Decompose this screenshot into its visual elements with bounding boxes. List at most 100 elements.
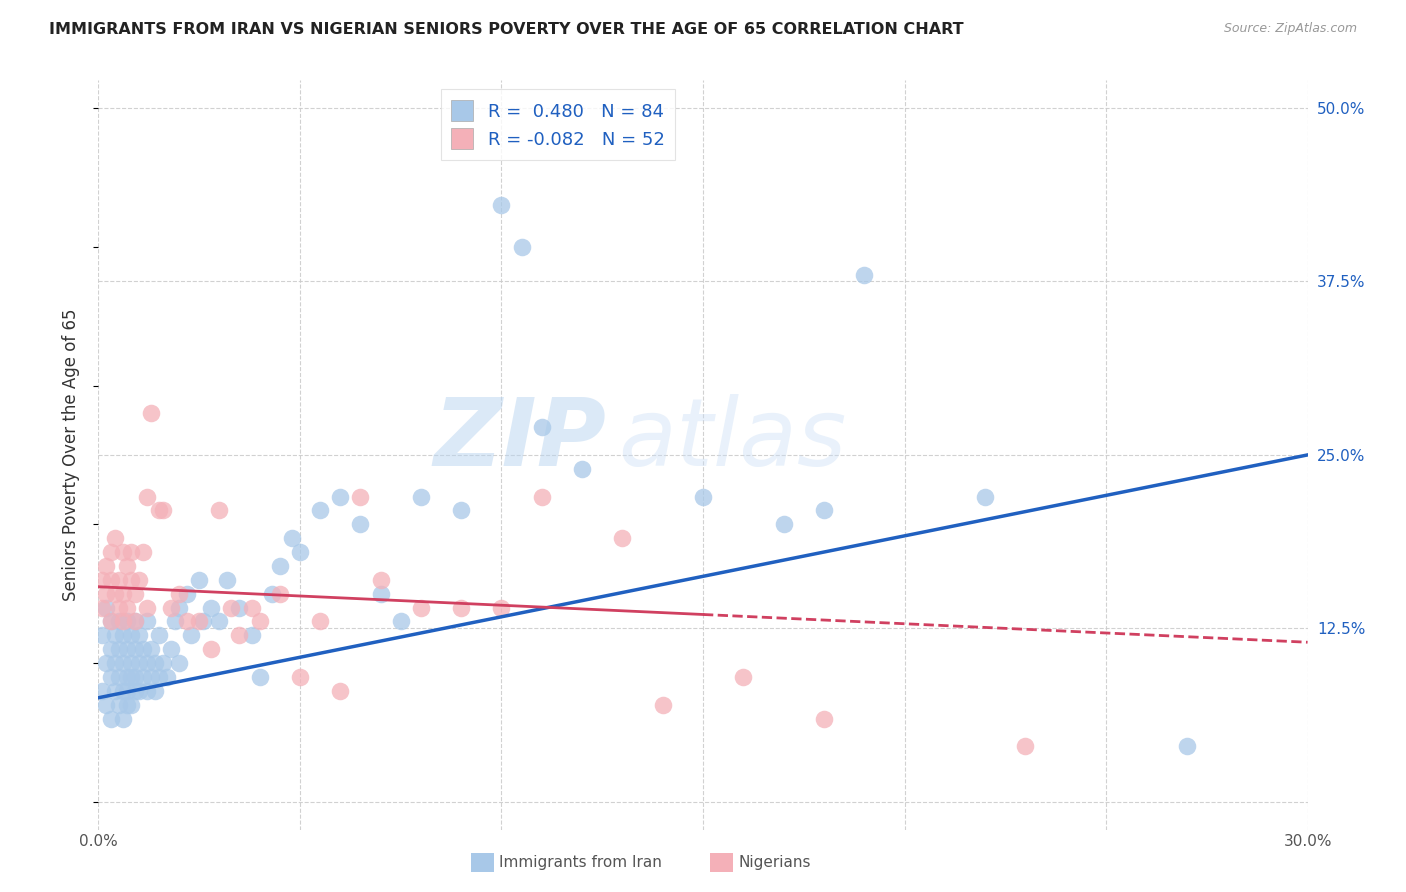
Point bbox=[148, 628, 170, 642]
Point bbox=[107, 670, 129, 684]
Point bbox=[111, 615, 134, 629]
Point bbox=[124, 642, 146, 657]
Point bbox=[370, 587, 392, 601]
Point bbox=[96, 656, 118, 670]
Point bbox=[111, 683, 134, 698]
Legend: R =  0.480   N = 84, R = -0.082   N = 52: R = 0.480 N = 84, R = -0.082 N = 52 bbox=[440, 89, 675, 160]
Point bbox=[139, 406, 162, 420]
Point bbox=[107, 573, 129, 587]
Point bbox=[974, 490, 997, 504]
Point bbox=[651, 698, 673, 712]
Point bbox=[100, 615, 122, 629]
Point bbox=[176, 615, 198, 629]
Point bbox=[91, 683, 114, 698]
Point bbox=[148, 670, 170, 684]
Point bbox=[128, 573, 150, 587]
Point bbox=[200, 600, 222, 615]
Point bbox=[96, 600, 118, 615]
Point bbox=[103, 531, 125, 545]
Point bbox=[96, 558, 118, 573]
Point bbox=[135, 600, 157, 615]
Point bbox=[813, 712, 835, 726]
Point bbox=[128, 683, 150, 698]
Y-axis label: Seniors Poverty Over the Age of 65: Seniors Poverty Over the Age of 65 bbox=[62, 309, 80, 601]
Point bbox=[228, 628, 250, 642]
Point bbox=[530, 490, 553, 504]
Point bbox=[139, 642, 162, 657]
Point bbox=[128, 628, 150, 642]
Point bbox=[200, 642, 222, 657]
Point bbox=[111, 545, 134, 559]
Point bbox=[143, 656, 166, 670]
Point bbox=[167, 600, 190, 615]
Point bbox=[115, 615, 138, 629]
Text: IMMIGRANTS FROM IRAN VS NIGERIAN SENIORS POVERTY OVER THE AGE OF 65 CORRELATION : IMMIGRANTS FROM IRAN VS NIGERIAN SENIORS… bbox=[49, 22, 965, 37]
Point bbox=[120, 656, 142, 670]
Point bbox=[288, 545, 311, 559]
Point bbox=[115, 698, 138, 712]
Point bbox=[128, 656, 150, 670]
Point bbox=[124, 670, 146, 684]
Point bbox=[120, 698, 142, 712]
Point bbox=[107, 615, 129, 629]
Point bbox=[167, 587, 190, 601]
Point bbox=[135, 656, 157, 670]
Point bbox=[100, 712, 122, 726]
Point bbox=[124, 587, 146, 601]
Point bbox=[612, 531, 634, 545]
Point bbox=[733, 670, 755, 684]
Point bbox=[772, 517, 794, 532]
Point bbox=[281, 531, 304, 545]
Point bbox=[217, 573, 239, 587]
Point bbox=[103, 587, 125, 601]
Point bbox=[349, 517, 371, 532]
Point bbox=[124, 615, 146, 629]
Point bbox=[188, 573, 211, 587]
Point bbox=[115, 600, 138, 615]
Point bbox=[176, 587, 198, 601]
Point bbox=[530, 420, 553, 434]
Point bbox=[91, 573, 114, 587]
Point bbox=[111, 712, 134, 726]
Point bbox=[135, 490, 157, 504]
Point bbox=[107, 642, 129, 657]
Point bbox=[148, 503, 170, 517]
Point bbox=[115, 642, 138, 657]
Point bbox=[160, 642, 183, 657]
Point bbox=[491, 198, 513, 212]
Point bbox=[115, 558, 138, 573]
Point bbox=[100, 573, 122, 587]
Point bbox=[120, 573, 142, 587]
Point bbox=[450, 600, 472, 615]
Point bbox=[103, 628, 125, 642]
Point bbox=[491, 600, 513, 615]
Point bbox=[120, 628, 142, 642]
Point bbox=[249, 615, 271, 629]
Point bbox=[240, 628, 263, 642]
Point bbox=[124, 615, 146, 629]
Point bbox=[107, 600, 129, 615]
Point bbox=[389, 615, 412, 629]
Point bbox=[288, 670, 311, 684]
Point bbox=[180, 628, 202, 642]
Point bbox=[853, 268, 876, 282]
Point bbox=[100, 545, 122, 559]
Point bbox=[103, 683, 125, 698]
Point bbox=[571, 462, 593, 476]
Point bbox=[1175, 739, 1198, 754]
Point bbox=[96, 698, 118, 712]
Point bbox=[249, 670, 271, 684]
Point bbox=[100, 615, 122, 629]
Text: ZIP: ZIP bbox=[433, 394, 606, 486]
Point bbox=[193, 615, 215, 629]
Point bbox=[120, 545, 142, 559]
Point bbox=[269, 587, 291, 601]
Point bbox=[132, 545, 155, 559]
Text: Immigrants from Iran: Immigrants from Iran bbox=[499, 855, 662, 870]
Point bbox=[329, 490, 352, 504]
Point bbox=[409, 490, 432, 504]
Point bbox=[115, 670, 138, 684]
Point bbox=[208, 503, 231, 517]
Point bbox=[269, 558, 291, 573]
Point bbox=[91, 628, 114, 642]
